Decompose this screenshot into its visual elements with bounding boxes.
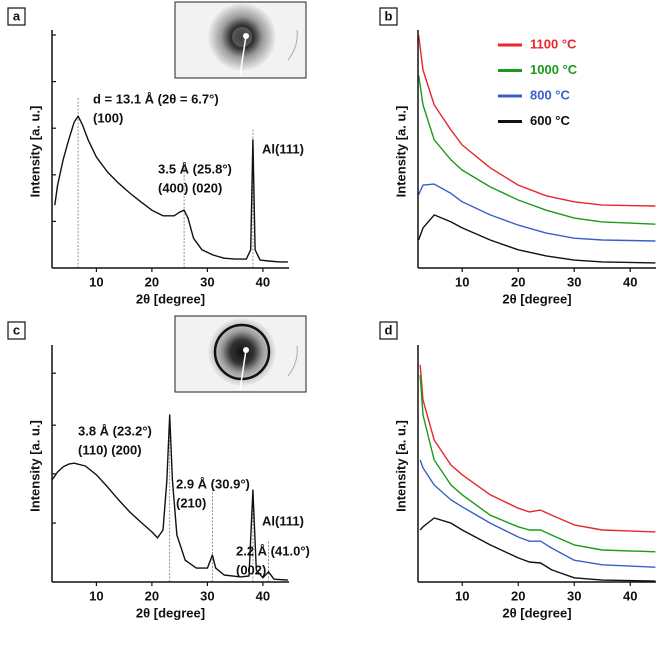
annotation: 2.9 Å (30.9°): [176, 476, 250, 491]
y-axis-label: Intensity [a. u.]: [27, 420, 42, 512]
curve: [417, 183, 656, 242]
x-tick-label: 40: [256, 274, 270, 289]
curve: [54, 115, 288, 263]
x-tick-label: 30: [200, 274, 214, 289]
panel-label-box: [7, 7, 26, 26]
panel: b 10 20 30 40 2θ [degree] Intensity [a. u.] 110…: [379, 7, 656, 306]
x-tick-label: 10: [455, 274, 469, 289]
x-tick-label: 20: [145, 274, 159, 289]
legend-label: 600 °C: [530, 113, 571, 128]
legend-label: 1100 °C: [530, 36, 577, 51]
legend-label: 800 °C: [530, 87, 571, 102]
curve: [419, 459, 656, 568]
annotation: (002): [236, 562, 266, 577]
panel-label-box: [379, 7, 398, 26]
annotation: 3.5 Å (25.8°): [158, 161, 232, 176]
curve: [419, 375, 656, 553]
curve: [417, 34, 656, 207]
x-tick-label: 20: [511, 588, 525, 603]
x-tick-label: 10: [455, 588, 469, 603]
x-tick-label: 30: [200, 588, 214, 603]
annotation: 2.2 Å (41.0°): [236, 543, 310, 558]
x-tick-label: 40: [256, 588, 270, 603]
panel: c 10 20 30 40 2θ [degree] Intensity [a. u.] 3.8…: [7, 321, 310, 620]
x-tick-label: 20: [145, 588, 159, 603]
panel-label: b: [385, 8, 393, 23]
curve: [419, 517, 656, 582]
curve: [417, 214, 656, 264]
annotation: (110) (200): [78, 442, 142, 457]
x-tick-label: 30: [567, 274, 581, 289]
curve: [419, 364, 656, 533]
x-tick-label: 10: [89, 274, 103, 289]
panel: a 10 20 30 40 2θ [degree] Intensity [a. u.] d =…: [7, 7, 304, 306]
y-axis-label: Intensity [a. u.]: [27, 106, 42, 198]
annotation: 3.8 Å (23.2°): [78, 423, 152, 438]
legend-label: 1000 °C: [530, 62, 578, 77]
annotation: Al(111): [262, 141, 304, 156]
curve: [417, 74, 656, 225]
x-tick-label: 20: [511, 274, 525, 289]
panel-label-box: [379, 321, 398, 340]
panel-label-box: [7, 321, 26, 340]
panel-label: a: [13, 8, 21, 23]
x-axis-label: 2θ [degree]: [502, 605, 571, 620]
x-tick-label: 30: [567, 588, 581, 603]
y-axis-label: Intensity [a. u.]: [393, 420, 408, 512]
y-axis-label: Intensity [a. u.]: [393, 106, 408, 198]
x-tick-label: 40: [623, 588, 637, 603]
panel-label: d: [385, 322, 393, 337]
x-axis-label: 2θ [degree]: [502, 291, 571, 306]
annotation: d = 13.1 Å (2θ = 6.7°): [93, 91, 219, 106]
annotation: (210): [176, 495, 206, 510]
inset-pattern-a: [174, 1, 307, 79]
x-tick-label: 10: [89, 588, 103, 603]
annotation: Al(111): [262, 513, 304, 528]
annotation: (400) (020): [158, 180, 222, 195]
curve: [51, 414, 288, 581]
x-axis-label: 2θ [degree]: [136, 605, 205, 620]
x-tick-label: 40: [623, 274, 637, 289]
panel: d 10 20 30 40 2θ [degree] Intensity [a. u.]: [379, 321, 656, 620]
x-axis-label: 2θ [degree]: [136, 291, 205, 306]
annotation: (100): [93, 110, 123, 125]
panel-label: c: [13, 322, 20, 337]
inset-pattern-c: [174, 315, 307, 393]
